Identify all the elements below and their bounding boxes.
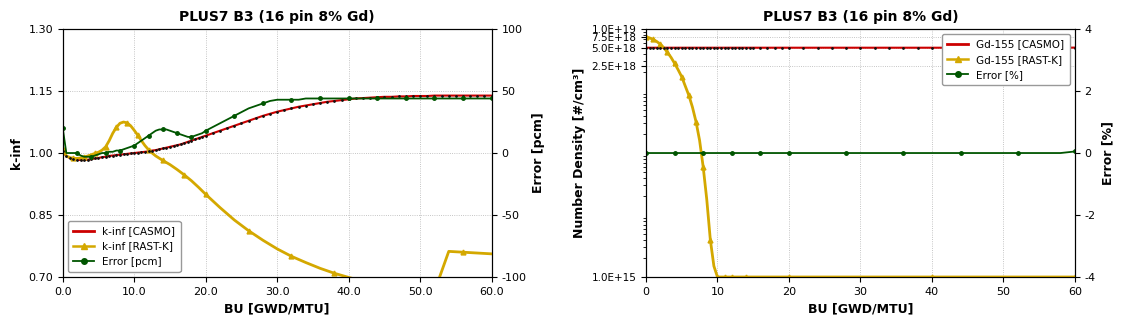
Title: PLUS7 B3 (16 pin 8% Gd): PLUS7 B3 (16 pin 8% Gd) bbox=[180, 10, 375, 24]
Y-axis label: Error [%]: Error [%] bbox=[1102, 121, 1114, 185]
Legend: k-inf [CASMO], k-inf [RAST-K], Error [pcm]: k-inf [CASMO], k-inf [RAST-K], Error [pc… bbox=[67, 221, 181, 272]
Y-axis label: Error [pcm]: Error [pcm] bbox=[532, 113, 545, 193]
Legend: Gd-155 [CASMO], Gd-155 [RAST-K], Error [%]: Gd-155 [CASMO], Gd-155 [RAST-K], Error [… bbox=[942, 34, 1070, 85]
X-axis label: BU [GWD/MTU]: BU [GWD/MTU] bbox=[808, 302, 913, 315]
X-axis label: BU [GWD/MTU]: BU [GWD/MTU] bbox=[225, 302, 330, 315]
Y-axis label: Number Density [#/cm³]: Number Density [#/cm³] bbox=[573, 68, 586, 238]
Y-axis label: k-inf: k-inf bbox=[10, 137, 22, 169]
Title: PLUS7 B3 (16 pin 8% Gd): PLUS7 B3 (16 pin 8% Gd) bbox=[762, 10, 959, 24]
